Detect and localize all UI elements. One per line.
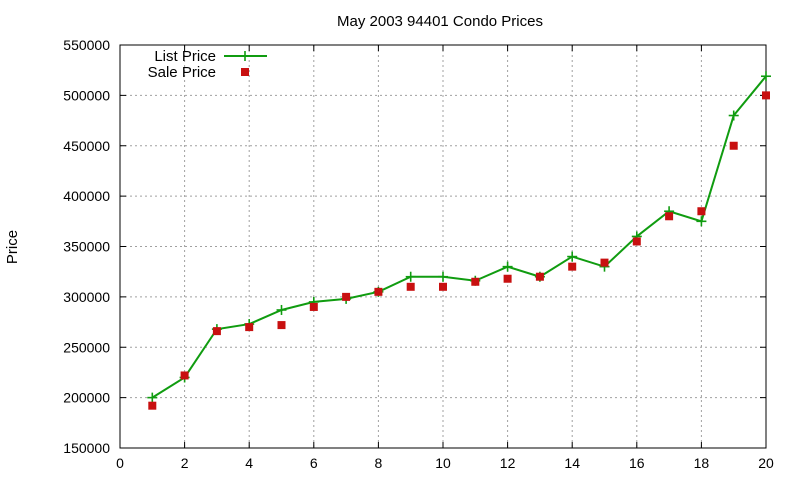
sale-price-point bbox=[277, 321, 286, 330]
x-tick-label: 18 bbox=[694, 455, 710, 471]
list-price-point bbox=[147, 392, 158, 403]
sale-price-point bbox=[503, 274, 512, 283]
axes: 0 2 4 6 8 10 12 14 16 18 20 150000 200000 250000 30000… bbox=[63, 37, 774, 471]
sale-price-point bbox=[374, 287, 383, 296]
legend-sample-sale-price-marker bbox=[241, 68, 249, 76]
list-price-point bbox=[438, 271, 448, 282]
sale-price-point bbox=[245, 323, 254, 332]
y-tick-label: 500000 bbox=[63, 87, 110, 103]
sale-price-point bbox=[439, 282, 447, 291]
sale-price-point bbox=[568, 262, 577, 271]
sale-price-point bbox=[762, 91, 770, 100]
list-price-point bbox=[567, 251, 578, 262]
x-tick-label: 4 bbox=[245, 455, 253, 471]
x-tick-label: 14 bbox=[564, 455, 580, 471]
x-tick-label: 12 bbox=[500, 455, 516, 471]
list-price-point bbox=[405, 271, 416, 282]
sale-price-point bbox=[309, 302, 318, 311]
series-layer bbox=[147, 71, 771, 410]
y-tick-label: 450000 bbox=[63, 138, 110, 154]
sale-price-point bbox=[471, 277, 480, 286]
chart-title: May 2003 94401 Condo Prices bbox=[337, 13, 543, 30]
list-price-point bbox=[761, 71, 771, 82]
y-axis-title: Price bbox=[4, 230, 21, 264]
sale-price-point bbox=[632, 237, 641, 246]
list-price-point bbox=[696, 216, 707, 227]
list-price-line bbox=[151, 75, 767, 399]
sale-price-point bbox=[665, 212, 674, 221]
sale-price-point bbox=[212, 327, 221, 336]
list-price-point bbox=[502, 261, 513, 272]
list-price-point bbox=[276, 304, 287, 315]
x-tick-label: 0 bbox=[116, 455, 124, 471]
sale-price-point bbox=[148, 401, 157, 410]
sale-price-point bbox=[180, 371, 189, 380]
grid bbox=[120, 45, 766, 448]
y-tick-label: 350000 bbox=[63, 239, 110, 255]
legend: List Price Sale Price bbox=[148, 48, 267, 81]
sale-price-point bbox=[600, 258, 609, 267]
x-tick-label: 8 bbox=[375, 455, 383, 471]
x-tick-label: 16 bbox=[629, 455, 645, 471]
y-tick-label: 550000 bbox=[63, 37, 110, 53]
sale-price-point bbox=[535, 272, 544, 281]
x-tick-label: 10 bbox=[435, 455, 451, 471]
x-tick-label: 6 bbox=[310, 455, 318, 471]
x-tick-label: 2 bbox=[181, 455, 189, 471]
y-tick-label: 400000 bbox=[63, 188, 110, 204]
y-tick-label: 200000 bbox=[63, 390, 110, 406]
list-price-point bbox=[728, 110, 739, 121]
sale-price-point bbox=[342, 292, 351, 301]
sale-price-point bbox=[406, 282, 415, 291]
legend-label-list-price: List Price bbox=[154, 48, 216, 65]
legend-label-sale-price: Sale Price bbox=[148, 64, 216, 81]
x-tick-label: 20 bbox=[758, 455, 774, 471]
legend-sample-list-price-marker bbox=[240, 51, 250, 61]
y-tick-label: 250000 bbox=[63, 339, 110, 355]
y-tick-label: 150000 bbox=[63, 440, 110, 456]
y-tick-label: 300000 bbox=[63, 289, 110, 305]
sale-price-point bbox=[697, 207, 706, 216]
sale-price-point bbox=[729, 141, 738, 150]
